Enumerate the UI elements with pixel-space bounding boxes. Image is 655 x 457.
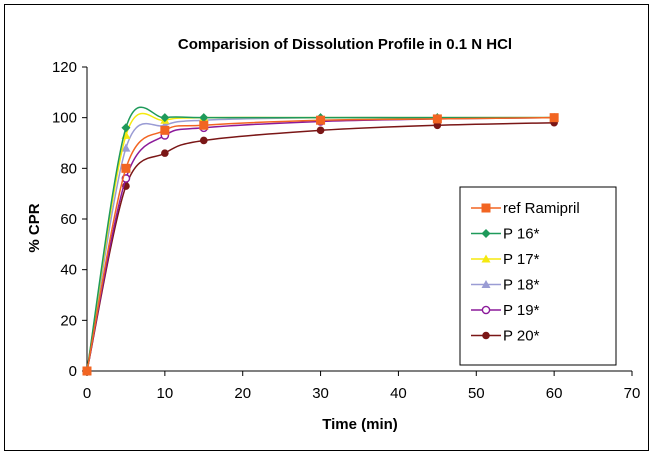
legend-marker-p-18 [481,280,491,288]
x-tick-label: 20 [234,385,251,402]
legend-item-p-17: P 17* [471,251,540,268]
data-point-ref-ramipril [549,113,559,123]
data-point-p-20 [161,149,169,157]
legend-marker-p-19 [481,305,491,315]
legend-label-p-19: P 19* [503,302,540,319]
data-point-ref-ramipril [199,120,209,130]
legend-label-p-17: P 17* [503,251,540,268]
y-tick-label: 80 [60,160,77,177]
y-tick-label: 120 [52,59,77,76]
data-point-p-20 [316,126,325,135]
y-tick-label: 60 [60,211,77,228]
legend-marker-p-16 [481,229,491,238]
x-axis-title: Time (min) [322,416,398,433]
x-tick-label: 40 [390,385,407,402]
y-tick-label: 40 [60,262,77,279]
y-tick-label: 100 [52,110,77,127]
data-point-ref-ramipril [82,366,92,376]
data-point-ref-ramipril [432,114,442,124]
legend-item-p-18: P 18* [471,277,540,294]
legend-marker-p-17 [481,254,491,263]
legend-label-p-16: P 16* [503,226,540,243]
legend-item-p-20: P 20* [471,328,540,345]
legend-item-ref-ramipril: ref Ramipril [471,200,580,217]
legend-label-p-20: P 20* [503,328,540,345]
plot-area: 0 20 40 60 80 100 120 0 10 20 30 40 50 60 70 [52,59,640,402]
data-point-p-16 [121,123,131,133]
x-tick-label: 10 [157,385,174,402]
legend-marker-p-20 [482,331,490,340]
data-point-p-16 [199,113,209,123]
x-tick-label: 30 [312,385,329,402]
y-tick-label: 0 [69,363,77,380]
x-tick-label: 0 [83,385,91,402]
data-point-p-16 [160,113,170,123]
y-axis-title: % CPR [26,203,43,252]
x-tick-label: 50 [468,385,485,402]
data-point-ref-ramipril [316,115,326,125]
chart-title: Comparision of Dissolution Profile in 0.… [178,36,512,53]
legend-label-ref-ramipril: ref Ramipril [503,200,580,217]
series-ref-ramipril [82,113,559,376]
legend-label-p-18: P 18* [503,277,540,294]
data-point-ref-ramipril [160,125,170,135]
legend: ref Ramipril P 16* P 17* P 18* P 19* P 20* [459,186,617,366]
legend-item-p-16: P 16* [471,226,540,243]
legend-item-p-19: P 19* [471,302,540,319]
legend-marker-ref-ramipril [481,203,491,213]
x-tick-label: 70 [624,385,641,402]
data-point-p-18 [121,143,131,152]
data-point-ref-ramipril [121,163,131,173]
x-tick-label: 60 [546,385,563,402]
data-point-p-20 [199,136,208,145]
y-tick-label: 20 [60,312,77,329]
